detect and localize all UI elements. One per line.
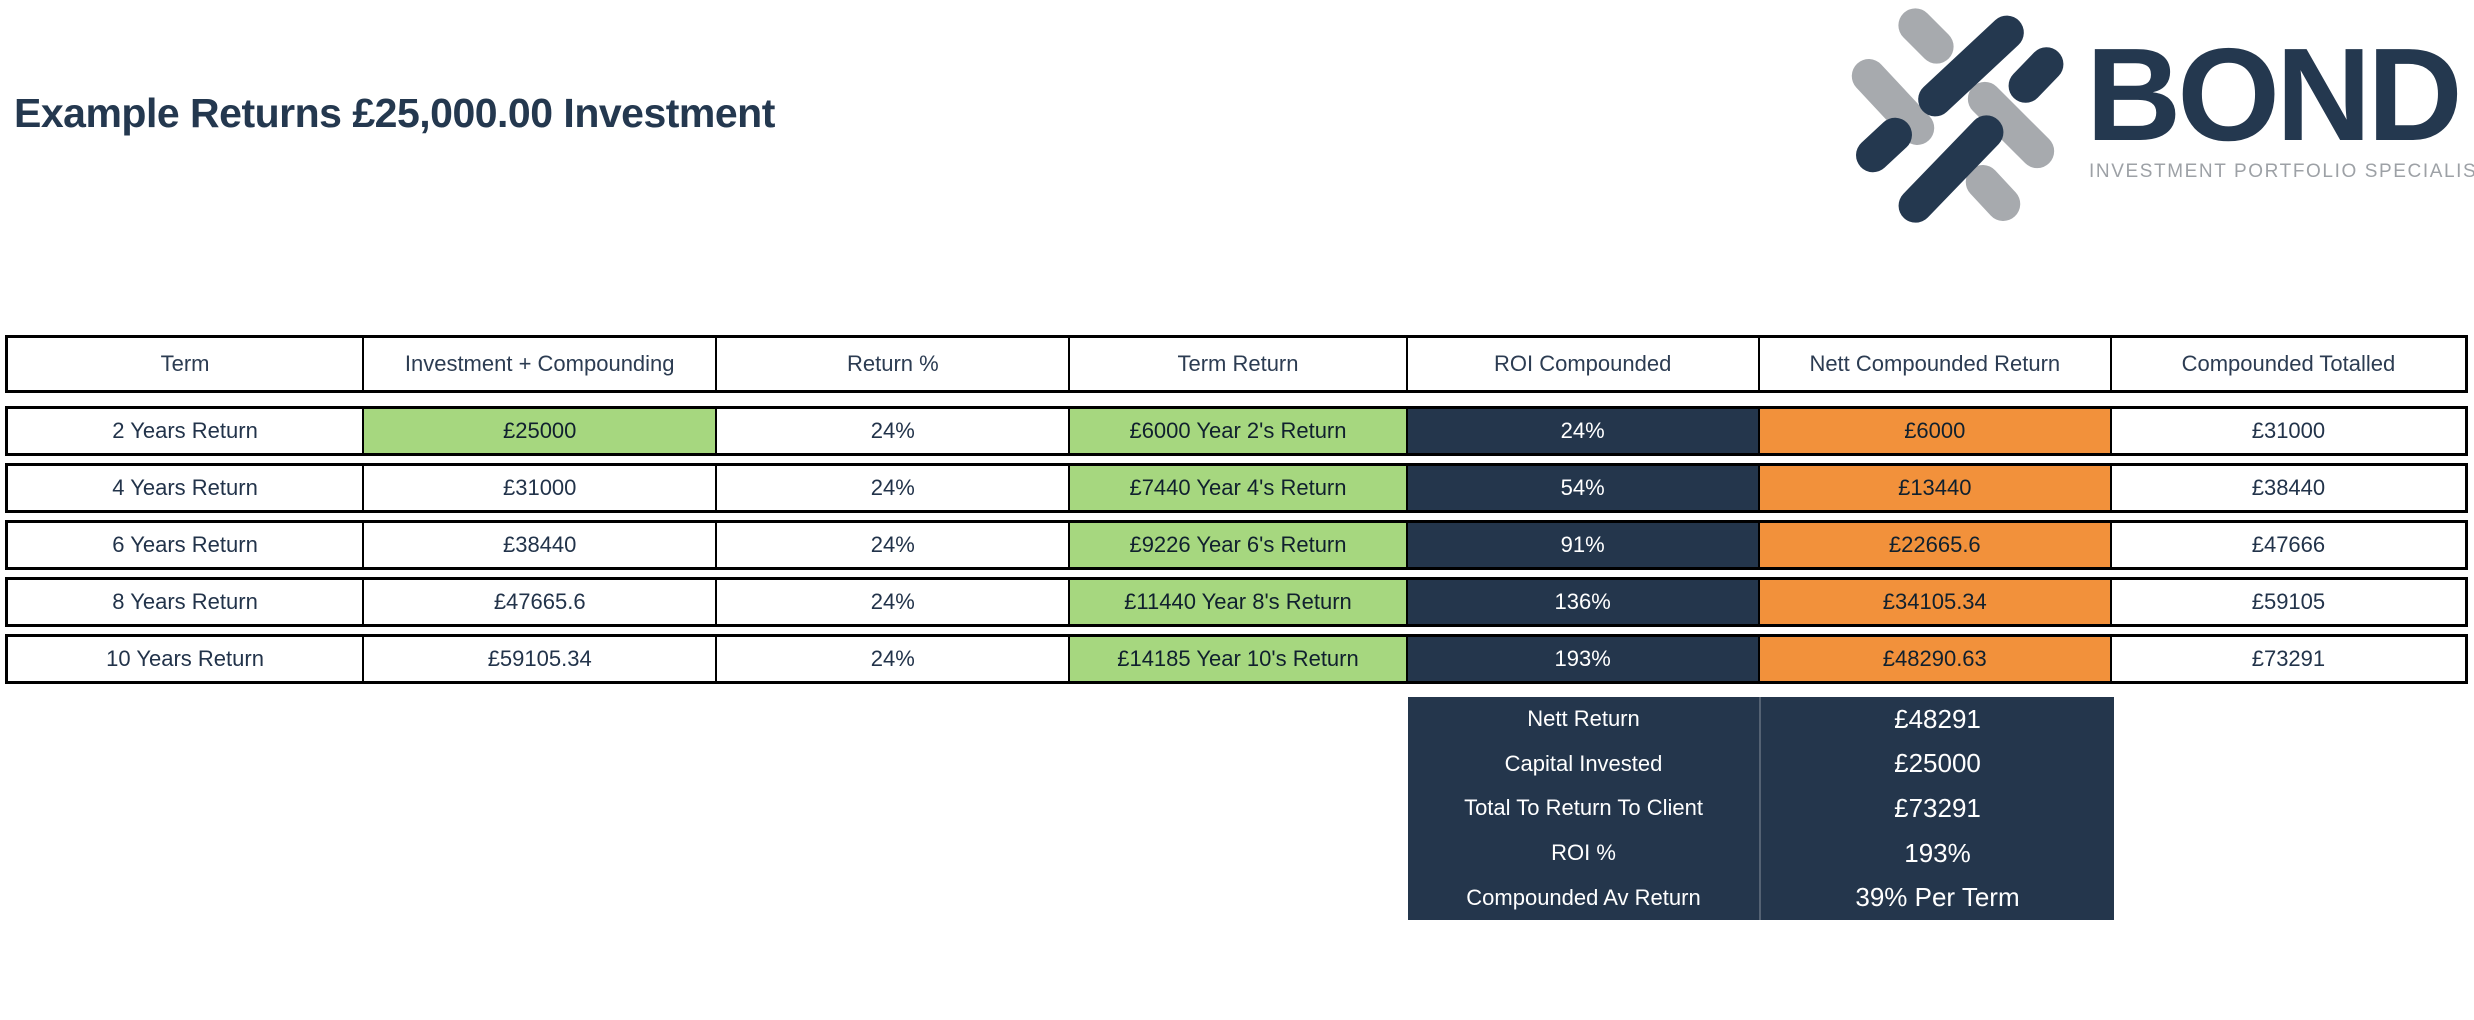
table-row: 2 Years Return £25000 24% £6000 Year 2's… xyxy=(5,406,2468,456)
cell-roi: 193% xyxy=(1407,637,1760,681)
cell-term-return: £11440 Year 8's Return xyxy=(1070,580,1408,624)
summary-value: 39% Per Term xyxy=(1855,882,2020,913)
cell-investment: £25000 xyxy=(364,409,718,453)
cell-term: 10 Years Return xyxy=(8,637,365,681)
summary-value: £25000 xyxy=(1894,748,1981,779)
table-row: 4 Years Return £31000 24% £7440 Year 4's… xyxy=(5,463,2468,513)
cell-return-pct: 24% xyxy=(717,466,1071,510)
cell-roi: 91% xyxy=(1407,523,1760,567)
header-cell-nett: Nett Compounded Return xyxy=(1760,338,2112,390)
brand-tagline: INVESTMENT PORTFOLIO SPECIALISTS xyxy=(2089,161,2474,182)
summary-value: £48291 xyxy=(1894,703,1981,734)
cell-return-pct: 24% xyxy=(717,409,1071,453)
header-cell-term: Term xyxy=(8,338,365,390)
summary-value: £73291 xyxy=(1894,792,1981,823)
cell-roi: 54% xyxy=(1407,466,1760,510)
cell-total: £73291 xyxy=(2251,646,2326,671)
table-row: 6 Years Return £38440 24% £9226 Year 6's… xyxy=(5,520,2468,570)
bond-weave-logo-icon xyxy=(1851,8,2064,223)
summary-label: Total To Return To Client xyxy=(1408,786,1761,831)
cell-investment: £47665.6 xyxy=(364,580,718,624)
cell-term-return: £9226 Year 6's Return xyxy=(1070,523,1408,567)
summary-label: Capital Invested xyxy=(1408,741,1761,787)
header-cell-roi: ROI Compounded xyxy=(1408,338,1760,390)
cell-investment: £38440 xyxy=(364,523,718,567)
summary-label: Compounded Av Return xyxy=(1408,875,1761,920)
table-row: 10 Years Return £59105.34 24% £14185 Yea… xyxy=(5,634,2468,684)
cell-term: 2 Years Return xyxy=(8,409,365,453)
cell-return-pct: 24% xyxy=(717,637,1071,681)
cell-return-pct: 24% xyxy=(717,580,1071,624)
cell-roi: 136% xyxy=(1407,580,1760,624)
header-cell-term-return: Term Return xyxy=(1070,338,1408,390)
cell-total: £38440 xyxy=(2251,475,2326,500)
cell-roi: 24% xyxy=(1407,409,1760,453)
header-cell-total: Compounded Totalled xyxy=(2181,351,2396,376)
cell-nett: £34105.34 xyxy=(1759,580,2112,624)
brand-name: BOND xyxy=(2086,21,2463,168)
header-cell-investment: Investment + Compounding xyxy=(364,338,718,390)
cell-investment: £31000 xyxy=(364,466,718,510)
brand-logo: BOND INVESTMENT PORTFOLIO SPECIALISTS xyxy=(1850,8,2474,223)
cell-nett: £6000 xyxy=(1759,409,2112,453)
returns-table: Term Investment + Compounding Return % T… xyxy=(5,335,2468,691)
cell-total: £47666 xyxy=(2251,532,2326,557)
summary-value: 193% xyxy=(1904,837,1971,868)
page-title: Example Returns £25,000.00 Investment xyxy=(14,90,775,136)
cell-return-pct: 24% xyxy=(717,523,1071,567)
cell-total: £59105 xyxy=(2251,589,2326,614)
summary-label: Nett Return xyxy=(1408,697,1761,742)
cell-total: £31000 xyxy=(2251,418,2326,443)
cell-term: 6 Years Return xyxy=(8,523,365,567)
cell-term-return: £7440 Year 4's Return xyxy=(1070,466,1408,510)
cell-nett: £22665.6 xyxy=(1759,523,2112,567)
cell-term-return: £6000 Year 2's Return xyxy=(1070,409,1408,453)
cell-nett: £48290.63 xyxy=(1759,637,2112,681)
table-header-row: Term Investment + Compounding Return % T… xyxy=(5,335,2468,393)
cell-investment: £59105.34 xyxy=(364,637,718,681)
header-cell-return-pct: Return % xyxy=(717,338,1071,390)
table-row: 8 Years Return £47665.6 24% £11440 Year … xyxy=(5,577,2468,627)
summary-panel: Nett Return £48291 Capital Invested £250… xyxy=(1408,697,2114,920)
cell-term: 4 Years Return xyxy=(8,466,365,510)
summary-label: ROI % xyxy=(1408,830,1761,876)
cell-nett: £13440 xyxy=(1759,466,2112,510)
cell-term-return: £14185 Year 10's Return xyxy=(1070,637,1408,681)
cell-term: 8 Years Return xyxy=(8,580,365,624)
